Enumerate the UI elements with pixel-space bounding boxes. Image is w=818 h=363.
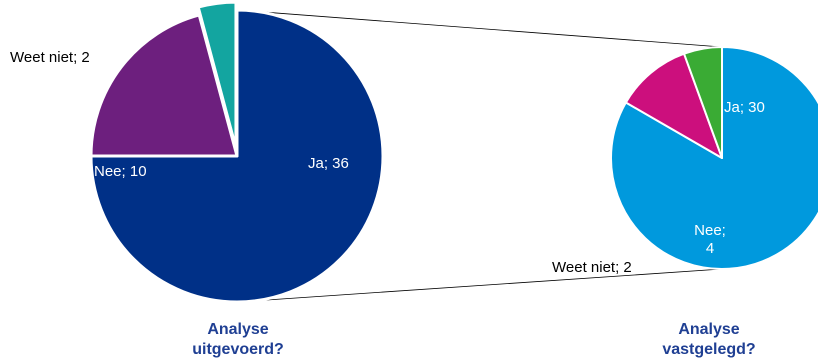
pie2-label-ja: Ja; 30: [724, 99, 765, 116]
connector-line-bottom: [236, 268, 723, 303]
pie2-caption-line1: Analyse: [678, 321, 739, 338]
connector-line-top: [236, 9, 723, 48]
pie2-label-weet-niet: Weet niet; 2: [552, 259, 632, 276]
pie2-label-nee-line2: 4: [706, 240, 714, 257]
pie1-caption-line1: Analyse: [207, 321, 268, 338]
pie1-slice-nee: [89, 13, 239, 158]
pie2-slice-nee: [624, 52, 723, 159]
pie1-slice-weet-niet: [196, 0, 238, 150]
pie1-caption-line2: uitgevoerd?: [192, 341, 284, 358]
pie2-caption-line2: vastgelegd?: [662, 341, 755, 358]
pie2-slice-ja: [610, 46, 818, 270]
pie1-label-nee: Nee; 10: [94, 163, 147, 180]
pie1-label-weet-niet: Weet niet; 2: [10, 49, 90, 66]
pie1-label-ja: Ja; 36: [308, 155, 349, 172]
pie2-label-nee-line1: Nee;: [694, 222, 726, 239]
pie2-slice-weet-niet: [683, 46, 723, 159]
